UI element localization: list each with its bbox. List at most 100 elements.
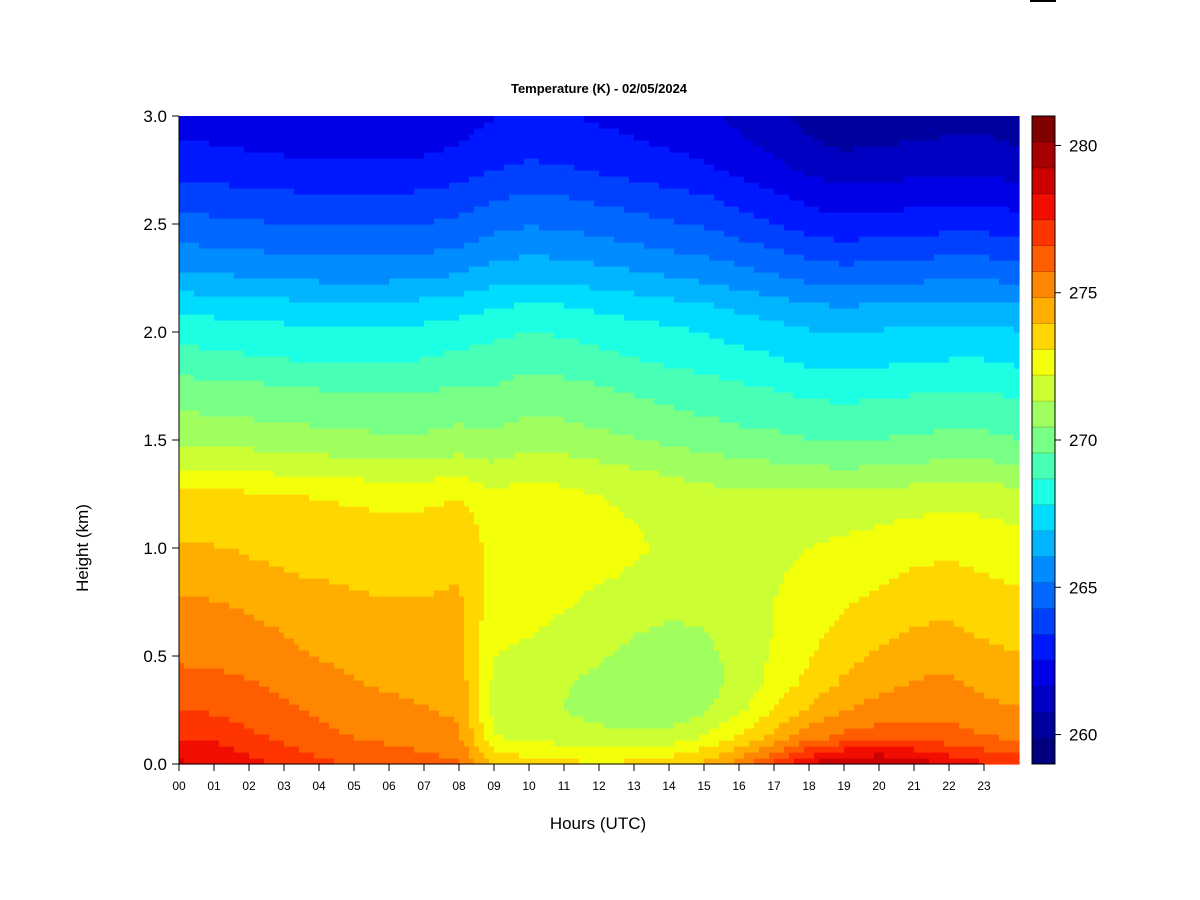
heatmap-cell	[339, 434, 345, 441]
heatmap-cell	[299, 734, 305, 741]
heatmap-cell	[384, 584, 390, 591]
heatmap-cell	[254, 446, 260, 453]
heatmap-cell	[229, 230, 235, 237]
heatmap-cell	[184, 422, 190, 429]
heatmap-cell	[379, 632, 385, 639]
heatmap-cell	[309, 476, 315, 483]
heatmap-cell	[219, 524, 225, 531]
heatmap-cell	[189, 134, 195, 141]
heatmap-cell	[364, 626, 370, 633]
heatmap-cell	[299, 440, 305, 447]
heatmap-cell	[389, 476, 395, 483]
heatmap-cell	[209, 734, 215, 741]
heatmap-cell	[244, 482, 250, 489]
heatmap-cell	[214, 566, 220, 573]
heatmap-cell	[314, 212, 320, 219]
heatmap-cell	[354, 584, 360, 591]
heatmap-cell	[199, 446, 205, 453]
heatmap-cell	[189, 734, 195, 741]
heatmap-cell	[269, 230, 275, 237]
heatmap-cell	[219, 662, 225, 669]
heatmap-cell	[359, 254, 365, 261]
heatmap-cell	[299, 218, 305, 225]
heatmap-cell	[264, 242, 270, 249]
heatmap-cell	[394, 464, 400, 471]
heatmap-cell	[349, 716, 355, 723]
heatmap-cell	[344, 530, 350, 537]
heatmap-cell	[389, 140, 395, 147]
heatmap-cell	[269, 338, 275, 345]
heatmap-cell	[184, 188, 190, 195]
heatmap-cell	[409, 728, 415, 735]
heatmap-cell	[299, 374, 305, 381]
heatmap-cell	[189, 248, 195, 255]
heatmap-cell	[224, 578, 230, 585]
heatmap-cell	[324, 758, 330, 765]
heatmap-cell	[329, 350, 335, 357]
heatmap-cell	[209, 704, 215, 711]
heatmap-cell	[339, 596, 345, 603]
heatmap-cell	[204, 716, 210, 723]
heatmap-cell	[334, 158, 340, 165]
heatmap-cell	[239, 320, 245, 327]
heatmap-cell	[374, 470, 380, 477]
heatmap-cell	[309, 308, 315, 315]
heatmap-cell	[214, 146, 220, 153]
heatmap-cell	[294, 128, 300, 135]
heatmap-cell	[229, 152, 235, 159]
heatmap-cell	[329, 650, 335, 657]
heatmap-cell	[199, 554, 205, 561]
heatmap-cell	[199, 470, 205, 477]
heatmap-cell	[189, 632, 195, 639]
heatmap-cell	[189, 164, 195, 171]
heatmap-cell	[354, 638, 360, 645]
heatmap-cell	[344, 308, 350, 315]
heatmap-cell	[394, 176, 400, 183]
heatmap-cell	[234, 452, 240, 459]
heatmap-cell	[289, 248, 295, 255]
heatmap-cell	[194, 326, 200, 333]
heatmap-cell	[399, 662, 405, 669]
heatmap-cell	[399, 392, 405, 399]
heatmap-cell	[209, 296, 215, 303]
heatmap-cell	[229, 554, 235, 561]
heatmap-cell	[354, 284, 360, 291]
heatmap-cell	[384, 338, 390, 345]
heatmap-cell	[404, 200, 410, 207]
heatmap-cell	[299, 278, 305, 285]
heatmap-cell	[299, 212, 305, 219]
heatmap-cell	[259, 308, 265, 315]
heatmap-cell	[229, 116, 235, 123]
heatmap-cell	[389, 374, 395, 381]
heatmap-cell	[319, 566, 325, 573]
heatmap-cell	[314, 464, 320, 471]
heatmap-cell	[199, 590, 205, 597]
heatmap-cell	[274, 728, 280, 735]
heatmap-cell	[384, 236, 390, 243]
heatmap-cell	[234, 230, 240, 237]
heatmap-cell	[314, 356, 320, 363]
heatmap-cell	[329, 404, 335, 411]
heatmap-cell	[399, 170, 405, 177]
heatmap-cell	[379, 116, 385, 123]
heatmap-cell	[259, 572, 265, 579]
heatmap-cell	[244, 368, 250, 375]
heatmap-cell	[379, 368, 385, 375]
heatmap-cell	[224, 236, 230, 243]
heatmap-cell	[279, 182, 285, 189]
heatmap-cell	[289, 734, 295, 741]
heatmap-cell	[189, 626, 195, 633]
heatmap-cell	[269, 452, 275, 459]
heatmap-cell	[239, 734, 245, 741]
heatmap-cell	[379, 422, 385, 429]
heatmap-cell	[389, 680, 395, 687]
heatmap-cell	[289, 254, 295, 261]
heatmap-cell	[264, 368, 270, 375]
heatmap-cell	[269, 146, 275, 153]
heatmap-cell	[184, 302, 190, 309]
heatmap-cell	[319, 122, 325, 129]
heatmap-cell	[364, 128, 370, 135]
heatmap-cell	[374, 422, 380, 429]
heatmap-cell	[329, 392, 335, 399]
heatmap-cell	[344, 728, 350, 735]
